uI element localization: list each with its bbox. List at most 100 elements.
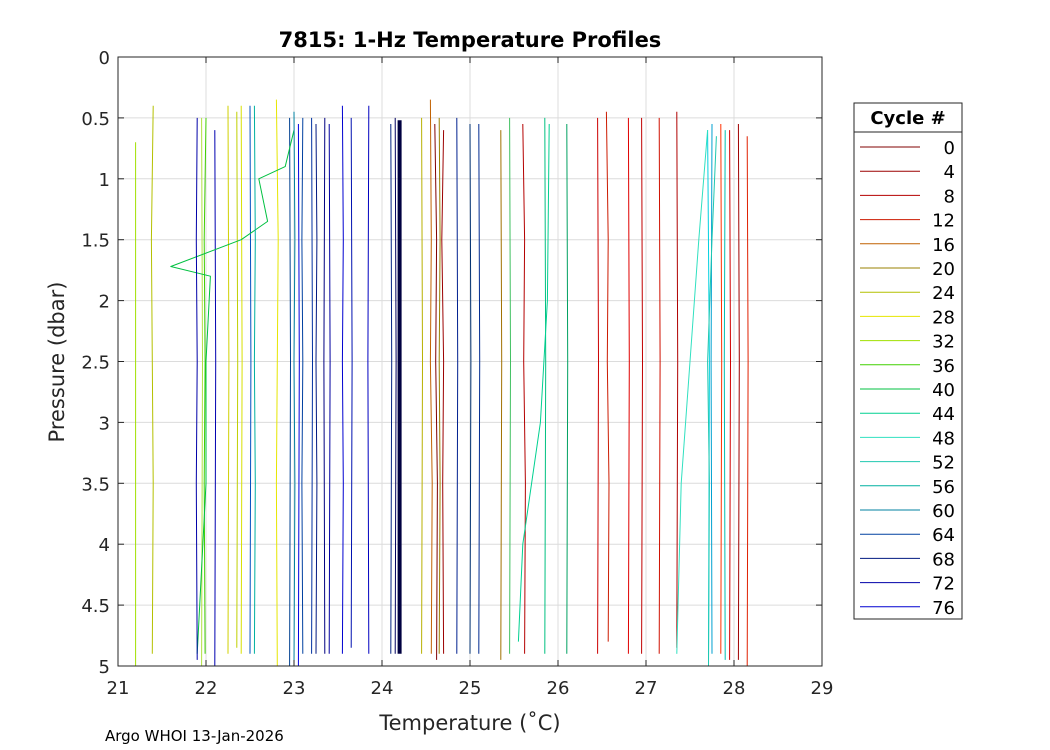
- legend-label-cycle-12: 12: [932, 211, 955, 232]
- legend-label-cycle-32: 32: [932, 332, 955, 353]
- series-line-cycle-44: [517, 123, 550, 642]
- profile-line: [566, 123, 569, 654]
- series-line-cycle-8: [522, 123, 526, 654]
- chart-title: 7815: 1-Hz Temperature Profiles: [279, 28, 662, 52]
- legend-label-cycle-48: 48: [932, 428, 955, 449]
- profile-line: [394, 117, 397, 654]
- x-tick-label: 25: [459, 678, 482, 699]
- profile-line: [469, 123, 472, 654]
- profile-line: [729, 130, 731, 660]
- legend-label-cycle-60: 60: [932, 501, 955, 522]
- profile-line: [249, 105, 252, 654]
- y-tick-label: 4: [99, 535, 110, 556]
- y-tick-label: 3: [99, 413, 110, 434]
- x-tick-label: 28: [723, 678, 746, 699]
- profile-line: [390, 123, 393, 654]
- legend-label-cycle-44: 44: [932, 404, 955, 425]
- series-line-cycle-0: [434, 123, 438, 660]
- profile-line: [367, 105, 370, 654]
- profile-lines: [135, 99, 749, 667]
- legend-label-cycle-24: 24: [932, 283, 955, 304]
- y-tick-label: 1.5: [81, 231, 110, 252]
- y-tick-label: 2: [99, 292, 110, 313]
- series-line-cycle-16: [429, 99, 433, 654]
- x-tick-label: 29: [811, 678, 834, 699]
- series-line-cycle-28: [275, 99, 279, 667]
- series-line-cycle-52: [707, 136, 717, 667]
- profile-line: [323, 117, 326, 654]
- series-line-cycle-76: [341, 105, 344, 654]
- profile-line: [597, 117, 599, 654]
- profile-line: [350, 117, 353, 648]
- footer-credit: Argo WHOI 13-Jan-2026: [105, 727, 284, 745]
- profile-line: [421, 117, 423, 654]
- profile-line: [658, 117, 661, 654]
- series-line-cycle-12: [605, 111, 610, 642]
- profile-line: [720, 123, 723, 654]
- legend-label-cycle-76: 76: [932, 598, 955, 619]
- series-line-cycle-4: [441, 130, 445, 654]
- series-line-cycle-20: [438, 117, 441, 654]
- series-line-cycle-24: [150, 105, 154, 654]
- x-tick-label: 27: [635, 678, 658, 699]
- x-tick-label: 21: [107, 678, 130, 699]
- legend-label-cycle-40: 40: [932, 380, 955, 401]
- profile-line: [723, 130, 726, 660]
- series-line-cycle-72: [195, 117, 198, 660]
- y-tick-label: 3.5: [81, 474, 110, 495]
- series-line-cycle-64: [301, 117, 304, 654]
- legend-title: Cycle #: [870, 108, 945, 129]
- profile-line: [746, 136, 749, 667]
- x-axis-title: Temperature (˚C): [378, 711, 560, 735]
- y-tick-label: 4.5: [81, 596, 110, 617]
- profile-line: [289, 117, 291, 667]
- series-line-cycle-48: [676, 130, 709, 654]
- series-line-cycle-60: [293, 111, 296, 667]
- legend-label-cycle-56: 56: [932, 477, 955, 498]
- legend-label-cycle-20: 20: [932, 259, 955, 280]
- legend-label-cycle-72: 72: [932, 574, 955, 595]
- legend-label-cycle-0: 0: [944, 138, 955, 159]
- profile-line: [544, 117, 547, 654]
- profile-line: [311, 117, 313, 654]
- series-line-cycle-40: [170, 129, 295, 654]
- legend-label-cycle-28: 28: [932, 307, 955, 328]
- y-tick-label: 1: [99, 170, 110, 191]
- legend-label-cycle-16: 16: [932, 235, 955, 256]
- series-line-cycle-56: [253, 105, 256, 654]
- legend-label-cycle-64: 64: [932, 525, 955, 546]
- legend-label-cycle-52: 52: [932, 453, 955, 474]
- profile-line: [328, 123, 331, 654]
- legend-label-cycle-36: 36: [932, 356, 955, 377]
- profile-line: [456, 117, 459, 654]
- profile-line: [478, 123, 481, 654]
- profile-line: [676, 111, 679, 648]
- profile-line: [737, 123, 740, 660]
- y-tick-label: 0.5: [81, 109, 110, 130]
- x-tick-label: 24: [371, 678, 394, 699]
- legend-label-cycle-68: 68: [932, 549, 955, 570]
- profile-line: [240, 105, 243, 654]
- y-axis-title: Pressure (dbar): [45, 282, 69, 443]
- y-tick-label: 5: [99, 657, 110, 678]
- profile-line: [227, 105, 230, 654]
- axis-ticks: 21 22 23 24 25 26 27 28 29 0 0.5 1 1.5 2 2.5 3 3.5 4 4.5 5: [81, 48, 833, 699]
- x-tick-label: 22: [195, 678, 218, 699]
- legend-box: [853, 102, 963, 620]
- profile-line: [627, 117, 630, 654]
- profile-line: [214, 130, 217, 667]
- profile-line: [710, 123, 713, 654]
- series-line-cycle-36: [203, 117, 207, 654]
- legend-label-cycle-4: 4: [944, 162, 955, 183]
- y-tick-label: 0: [99, 48, 110, 69]
- x-tick-label: 26: [547, 678, 570, 699]
- legend: Cycle # 04812162024283236404448525660646…: [853, 102, 963, 620]
- profile-line: [509, 117, 511, 654]
- legend-label-cycle-8: 8: [944, 186, 955, 207]
- profile-line: [297, 123, 300, 667]
- profile-line: [236, 111, 239, 648]
- series-line-cycle-68: [315, 123, 318, 654]
- profile-line: [500, 130, 503, 660]
